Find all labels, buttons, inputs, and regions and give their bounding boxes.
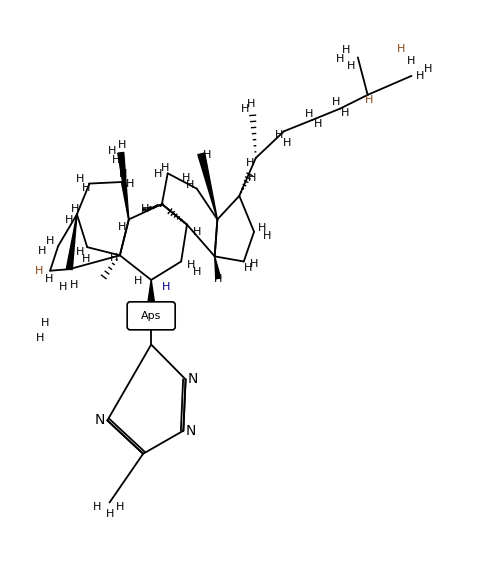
Text: H: H bbox=[69, 280, 78, 289]
Text: H: H bbox=[241, 104, 249, 114]
Text: H: H bbox=[108, 146, 116, 156]
Text: H: H bbox=[341, 108, 349, 118]
Text: H: H bbox=[313, 119, 322, 129]
Text: H: H bbox=[247, 173, 256, 183]
Text: H: H bbox=[119, 169, 127, 179]
FancyBboxPatch shape bbox=[127, 302, 175, 330]
Polygon shape bbox=[215, 257, 221, 279]
Polygon shape bbox=[66, 214, 77, 270]
Text: N: N bbox=[185, 424, 196, 438]
Text: H: H bbox=[347, 60, 355, 70]
Text: H: H bbox=[38, 246, 47, 256]
Text: H: H bbox=[92, 503, 101, 513]
Text: H: H bbox=[305, 109, 313, 119]
Text: H: H bbox=[160, 163, 169, 173]
Text: H: H bbox=[110, 253, 118, 263]
Text: H: H bbox=[192, 227, 201, 237]
Text: H: H bbox=[36, 333, 44, 343]
Text: H: H bbox=[35, 266, 44, 276]
Text: H: H bbox=[341, 45, 350, 55]
Text: Aps: Aps bbox=[141, 311, 161, 321]
Text: H: H bbox=[397, 43, 405, 54]
Text: N: N bbox=[187, 372, 198, 386]
Text: H: H bbox=[75, 247, 84, 257]
Text: H: H bbox=[133, 276, 142, 286]
Text: N: N bbox=[95, 413, 105, 428]
Text: H: H bbox=[118, 139, 126, 149]
Text: H: H bbox=[246, 158, 254, 168]
Text: H: H bbox=[82, 183, 90, 193]
Text: H: H bbox=[247, 99, 255, 109]
Text: H: H bbox=[105, 509, 114, 519]
Text: H: H bbox=[75, 174, 84, 184]
Text: H: H bbox=[283, 138, 291, 148]
Text: H: H bbox=[82, 254, 91, 264]
Text: H: H bbox=[244, 263, 252, 272]
Text: H: H bbox=[424, 64, 432, 74]
Polygon shape bbox=[198, 153, 217, 219]
Text: H: H bbox=[162, 282, 171, 292]
Text: H: H bbox=[214, 274, 222, 284]
Text: H: H bbox=[116, 503, 124, 513]
Text: H: H bbox=[192, 267, 201, 277]
Text: H: H bbox=[275, 130, 283, 140]
Text: H: H bbox=[45, 275, 54, 284]
Text: H: H bbox=[154, 169, 162, 179]
Text: H: H bbox=[186, 179, 195, 190]
Text: H: H bbox=[407, 55, 416, 65]
Polygon shape bbox=[118, 152, 129, 219]
Text: H: H bbox=[125, 179, 134, 188]
Text: H: H bbox=[416, 71, 425, 81]
Text: H: H bbox=[141, 204, 150, 214]
Text: H: H bbox=[202, 150, 211, 160]
Text: H: H bbox=[182, 173, 190, 183]
Text: H: H bbox=[112, 155, 121, 165]
Text: H: H bbox=[250, 259, 258, 269]
Text: H: H bbox=[262, 231, 271, 241]
Text: H: H bbox=[40, 318, 49, 328]
Text: H: H bbox=[65, 215, 73, 226]
Text: H: H bbox=[257, 223, 266, 233]
Text: H: H bbox=[71, 204, 79, 214]
Polygon shape bbox=[148, 280, 154, 304]
Text: H: H bbox=[46, 236, 54, 246]
Text: H: H bbox=[332, 96, 340, 107]
Text: H: H bbox=[336, 54, 344, 64]
Text: H: H bbox=[118, 222, 126, 232]
Text: H: H bbox=[187, 259, 196, 270]
Text: H: H bbox=[365, 95, 373, 105]
Text: H: H bbox=[59, 282, 67, 292]
